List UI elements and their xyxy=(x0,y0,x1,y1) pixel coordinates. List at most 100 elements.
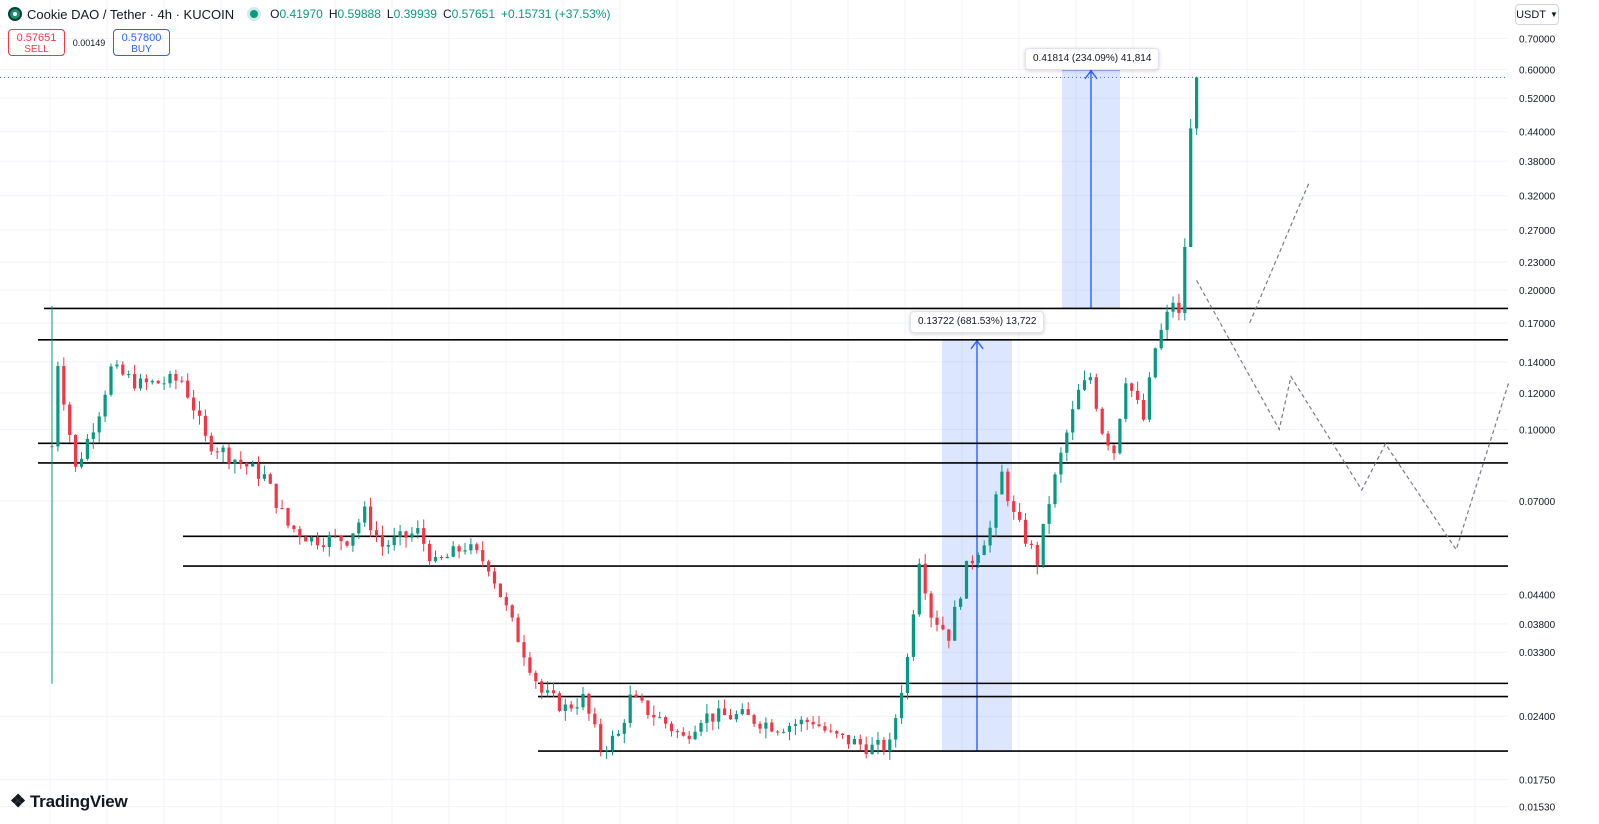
candle-body xyxy=(469,544,473,551)
price-tick-label: 0.07000 xyxy=(1519,497,1556,508)
candle-body xyxy=(723,708,727,716)
candle-body xyxy=(156,380,160,384)
ohlc-open: O0.41970 xyxy=(270,7,323,21)
candle-body xyxy=(398,531,402,537)
candle-body xyxy=(1195,77,1199,129)
candle-body xyxy=(817,724,821,727)
candle-body xyxy=(363,506,367,523)
candle-body xyxy=(858,739,862,745)
candle-body xyxy=(233,459,237,464)
price-tick-label: 0.03300 xyxy=(1519,648,1556,659)
candle-body xyxy=(876,739,880,745)
candle-body xyxy=(162,383,166,385)
candle-body xyxy=(203,415,207,436)
candle-body xyxy=(669,723,674,732)
candle-body xyxy=(1082,380,1087,390)
candle-body xyxy=(841,733,845,735)
candle-body xyxy=(404,531,408,538)
candle-body xyxy=(935,617,939,625)
candle-body xyxy=(380,534,384,547)
candle-body xyxy=(351,533,355,546)
live-dot-icon xyxy=(250,10,259,18)
candle-body xyxy=(982,545,986,555)
candle-body xyxy=(799,719,803,725)
candle-body xyxy=(445,556,449,559)
candle-body xyxy=(787,725,792,732)
ohlc-high: H0.59888 xyxy=(328,7,381,21)
price-tick-label: 0.52000 xyxy=(1519,94,1556,105)
candle-body xyxy=(1071,409,1075,433)
candle-body xyxy=(310,536,314,542)
brand-name: TradingView xyxy=(29,791,128,811)
measure-label: 0.41814 (234.09%) 41,814 xyxy=(1025,48,1160,70)
symbol-title[interactable]: Cookie DAO / Tether · 4h · KUCOIN xyxy=(27,6,235,22)
price-tick-label: 0.04400 xyxy=(1519,590,1556,601)
candle-body xyxy=(793,724,797,726)
candle-body xyxy=(646,700,650,715)
candle-body xyxy=(504,597,508,606)
candle-body xyxy=(410,533,414,538)
candle-body xyxy=(581,693,585,708)
sell-button[interactable]: 0.57651 SELL xyxy=(8,29,65,56)
candle-body xyxy=(1006,471,1010,502)
price-axis[interactable]: 0.70000 0.60000 0.52000 0.44000 0.38000 0.320… xyxy=(1509,0,1599,824)
candle-body xyxy=(144,378,148,383)
candle-body xyxy=(1112,445,1116,454)
candle-body xyxy=(457,546,461,552)
candle-body xyxy=(823,726,827,731)
candle-body xyxy=(1100,408,1104,434)
candle-body xyxy=(911,614,915,657)
candle-body xyxy=(870,744,874,755)
candle-body xyxy=(1189,128,1193,247)
candle-body xyxy=(752,715,756,724)
candle-body xyxy=(599,724,603,751)
candle-body xyxy=(782,731,786,733)
candle-body xyxy=(746,709,750,716)
price-tick-label: 0.20000 xyxy=(1519,286,1556,297)
currency-select[interactable]: USDT ▼ xyxy=(1515,4,1559,25)
candle-body xyxy=(463,550,467,552)
price-tick-label: 0.32000 xyxy=(1519,192,1556,203)
buy-button[interactable]: 0.57800 BUY xyxy=(113,29,170,56)
candle-body xyxy=(304,536,308,542)
candle-body xyxy=(1041,523,1045,565)
price-tick-label: 0.44000 xyxy=(1519,128,1556,139)
candle-body xyxy=(1053,474,1057,505)
candle-body xyxy=(1065,432,1069,453)
chart-grid xyxy=(0,0,1508,824)
ohlc-low: L0.39939 xyxy=(386,7,437,21)
candle-body xyxy=(900,692,904,719)
price-tick-label: 0.01750 xyxy=(1519,776,1556,787)
candle-body xyxy=(510,605,514,618)
candle-body xyxy=(764,722,768,729)
candle-body xyxy=(593,713,597,725)
candle-body xyxy=(339,535,343,542)
projection-path xyxy=(1196,183,1534,551)
candle-body xyxy=(628,694,632,723)
candle-body xyxy=(563,704,567,711)
candle-body xyxy=(852,739,856,745)
candle-body xyxy=(138,378,143,389)
candle-body xyxy=(1130,383,1134,391)
candle-body xyxy=(357,522,361,534)
ohlc-close: C0.57651 xyxy=(442,7,496,21)
candle-body xyxy=(522,642,526,658)
candle-body xyxy=(487,561,491,572)
candle-body xyxy=(180,380,184,382)
price-tick-label: 0.23000 xyxy=(1519,258,1556,269)
candle-body xyxy=(292,525,296,530)
projection-line xyxy=(1196,280,1534,551)
candle-body xyxy=(280,507,284,509)
candle-body xyxy=(245,463,249,467)
candle-body xyxy=(327,535,331,547)
tradingview-logo[interactable]: ❖ TradingView xyxy=(10,791,128,812)
candle-body xyxy=(705,713,709,723)
candle-body xyxy=(256,463,261,479)
price-tick-label: 0.60000 xyxy=(1519,65,1556,76)
candle-body xyxy=(994,494,998,528)
candle-body xyxy=(1047,504,1051,524)
candle-body xyxy=(610,735,615,750)
candle-body xyxy=(262,474,266,479)
candle-body xyxy=(829,730,833,732)
